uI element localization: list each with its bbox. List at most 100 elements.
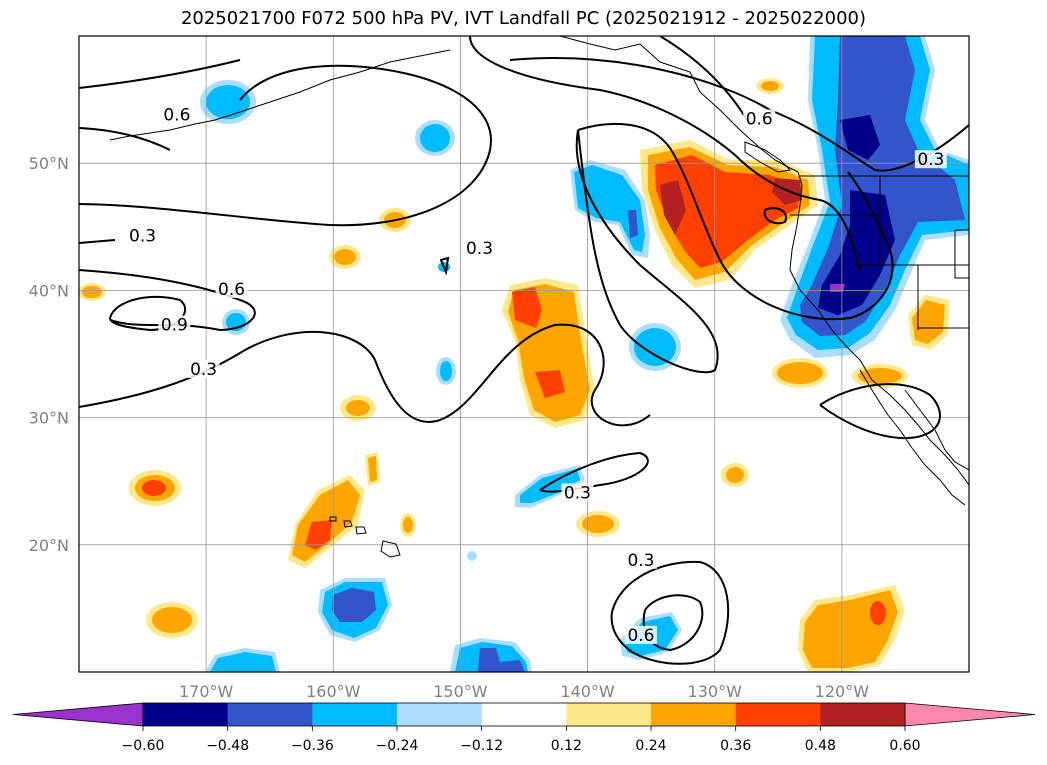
aleutian-chain (109, 49, 451, 141)
colorbar-segment (651, 703, 737, 726)
latitude-labels: 20°N 30°N 40°N 50°N (29, 154, 69, 555)
anomaly-region (368, 456, 377, 482)
anomaly-region (152, 607, 192, 633)
contour-label-bg (561, 483, 594, 502)
us-state-lines (790, 176, 969, 330)
pv-contour-0.6 (79, 36, 751, 151)
colorbar-tick-label: −0.24 (376, 738, 419, 754)
contour-label: 0.6 (746, 109, 773, 129)
coastlines (109, 36, 969, 558)
colorbar-frame (142, 702, 906, 727)
anomaly-region (334, 249, 356, 265)
pv-contour-0.3 (509, 57, 969, 172)
contour-label: 0.3 (627, 551, 654, 571)
anomaly-region (512, 287, 542, 328)
lon-tick-label: 130°W (688, 682, 743, 701)
contour-labels: 0.6 0.3 0.6 0.9 0.3 0.3 0.6 0.3 0.3 0.3 0.6 (126, 105, 947, 646)
ivt-fill-layer (79, 36, 969, 672)
anomaly-region (655, 155, 800, 268)
baja-coastline (859, 369, 966, 506)
anomaly-region (478, 648, 525, 672)
colorbar: −0.60 −0.48 −0.36 −0.24 −0.12 0.12 0.24 0.36 0.4… (12, 702, 1036, 754)
colorbar-segment (566, 703, 652, 726)
contour-label-bg (624, 550, 657, 569)
anomaly-region (628, 210, 638, 238)
anomaly-region (142, 480, 166, 496)
colorbar-tick-label: −0.12 (460, 738, 503, 754)
anomaly-region (777, 362, 823, 384)
colorbar-segment (397, 703, 483, 726)
contour-label-bg (187, 360, 220, 379)
contour-label: 0.9 (161, 316, 188, 336)
anomaly-region (420, 124, 450, 152)
anomaly-region (634, 328, 676, 366)
contour-label: 0.3 (917, 150, 944, 170)
anomaly-region (520, 469, 580, 503)
contour-label-bg (158, 315, 191, 334)
colorbar-extend-high (904, 702, 1036, 727)
pv-contour-0.9 (109, 295, 187, 332)
anomaly-region (840, 115, 880, 160)
colorbar-segment (735, 703, 821, 726)
anomaly-region (206, 85, 250, 119)
lon-tick-label: 150°W (433, 682, 488, 701)
lat-tick-label: 30°N (29, 409, 69, 428)
vancouver-island (744, 141, 792, 173)
anomaly-region (870, 601, 886, 625)
lon-tick-label: 160°W (306, 682, 361, 701)
colorbar-segment (481, 703, 567, 726)
pv-contour-0.3 (819, 383, 941, 440)
anomaly-region (440, 361, 452, 381)
pv-contour-0.3 (575, 129, 719, 374)
anomaly-region (210, 652, 276, 672)
anomaly-region (346, 400, 370, 416)
colorbar-tick-label: −0.48 (206, 738, 249, 754)
colorbar-segment (312, 703, 398, 726)
anomaly-region (761, 81, 779, 91)
colorbar-extend-low (12, 702, 144, 727)
colorbar-tick-label: 0.12 (551, 738, 582, 754)
anomaly-region (403, 517, 413, 533)
contour-label: 0.6 (627, 626, 654, 646)
contour-label-bg (126, 226, 159, 245)
anomaly-region (660, 180, 686, 235)
contour-label-bg (914, 150, 947, 169)
contour-label-bg (160, 105, 193, 124)
colorbar-segment (143, 703, 229, 726)
anomaly-region (332, 588, 376, 622)
lon-tick-label: 140°W (560, 682, 615, 701)
map-frame (78, 35, 970, 673)
north-america-coastline (559, 36, 969, 486)
longitude-labels: 170°W 160°W 150°W 140°W 130°W 120°W (179, 682, 869, 701)
contour-label: 0.6 (218, 280, 245, 300)
contour-label-bg (743, 109, 776, 128)
lon-tick-label: 170°W (179, 682, 234, 701)
colorbar-tick-label: −0.60 (122, 738, 165, 754)
anomaly-region (82, 286, 102, 298)
pv-contour-0.3 (577, 122, 894, 321)
colorbar-tick-label: 0.24 (635, 738, 666, 754)
pv-contour-0.6 (763, 207, 787, 225)
gridlines (79, 36, 969, 672)
contour-label-bg (215, 279, 248, 298)
gulf-coastline (904, 389, 969, 471)
anomaly-region (582, 515, 614, 533)
contour-label: 0.3 (129, 227, 156, 247)
anomaly-region (574, 165, 645, 252)
anomaly-region (858, 368, 902, 384)
anomaly-region (726, 467, 744, 483)
anomaly-region (912, 300, 945, 344)
contour-label: 0.6 (163, 106, 190, 126)
pv-contour-0.3 (79, 59, 651, 427)
contour-label: 0.3 (190, 360, 217, 380)
hawaii-islands (329, 516, 401, 558)
colorbar-segment (820, 703, 906, 726)
pv-contour-0.3 (610, 560, 730, 665)
pv-contour-0.3 (439, 256, 450, 276)
lat-tick-label: 40°N (29, 281, 69, 300)
lon-tick-label: 120°W (815, 682, 870, 701)
contour-label-bg (463, 239, 496, 258)
lat-tick-label: 20°N (29, 536, 69, 555)
anomaly-region (818, 190, 895, 315)
